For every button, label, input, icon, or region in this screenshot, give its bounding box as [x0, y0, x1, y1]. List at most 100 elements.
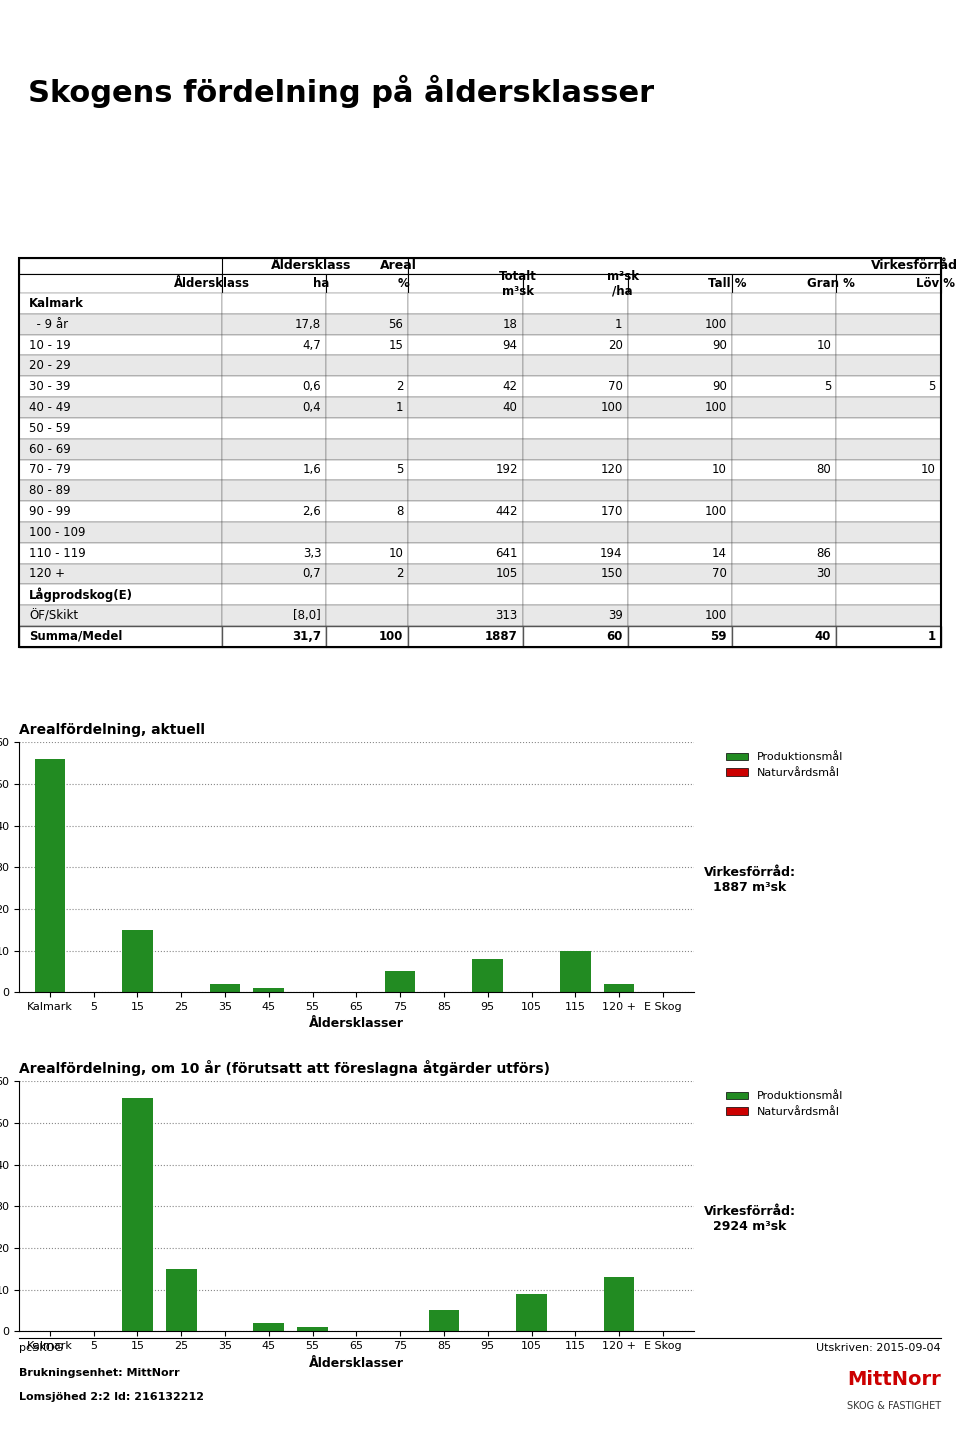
- Text: 40: 40: [503, 401, 517, 414]
- Bar: [326, 480, 408, 501]
- Bar: [408, 396, 523, 418]
- Bar: [560, 951, 590, 993]
- Text: Virkesförråd:
1887 m³sk: Virkesförråd: 1887 m³sk: [704, 865, 796, 894]
- Text: 1: 1: [615, 318, 623, 331]
- Text: 1,6: 1,6: [302, 463, 322, 476]
- Bar: [19, 585, 222, 605]
- Text: Åldersklass: Åldersklass: [271, 259, 351, 272]
- Bar: [732, 627, 836, 647]
- Bar: [19, 258, 326, 275]
- Bar: [836, 418, 941, 438]
- Text: 86: 86: [816, 547, 831, 560]
- Bar: [222, 522, 326, 543]
- Bar: [628, 627, 732, 647]
- Text: 2: 2: [396, 381, 403, 394]
- Text: 110 - 119: 110 - 119: [30, 547, 86, 560]
- Text: 20: 20: [608, 339, 623, 352]
- Bar: [19, 460, 222, 480]
- Bar: [628, 314, 732, 334]
- Text: 59: 59: [710, 629, 727, 642]
- Bar: [122, 1098, 153, 1331]
- Bar: [628, 396, 732, 418]
- Text: Tall %: Tall %: [708, 276, 746, 289]
- Bar: [408, 522, 523, 543]
- Text: - 9 år: - 9 år: [30, 318, 68, 331]
- Bar: [326, 334, 408, 356]
- Bar: [222, 585, 326, 605]
- Bar: [732, 460, 836, 480]
- Text: Areal: Areal: [380, 259, 417, 272]
- Bar: [326, 314, 408, 334]
- X-axis label: Åldersklasser: Åldersklasser: [309, 1356, 404, 1369]
- Bar: [836, 292, 941, 314]
- Bar: [222, 563, 326, 585]
- Text: Skogens fördelning på åldersklasser: Skogens fördelning på åldersklasser: [29, 75, 655, 107]
- Text: 5: 5: [928, 381, 936, 394]
- Text: ÖF/Skikt: ÖF/Skikt: [30, 609, 79, 622]
- Bar: [222, 438, 326, 460]
- Bar: [732, 605, 836, 627]
- Text: 42: 42: [503, 381, 517, 394]
- Text: %: %: [397, 276, 409, 289]
- Bar: [326, 275, 408, 292]
- Text: 100: 100: [705, 318, 727, 331]
- Bar: [836, 396, 941, 418]
- Text: 150: 150: [600, 567, 623, 580]
- Bar: [326, 418, 408, 438]
- Bar: [19, 314, 222, 334]
- Bar: [19, 292, 222, 314]
- Text: ha: ha: [313, 276, 329, 289]
- Legend: Produktionsmål, Naturvårdsmål: Produktionsmål, Naturvårdsmål: [722, 748, 848, 783]
- Text: Löv %: Löv %: [916, 276, 955, 289]
- Bar: [628, 334, 732, 356]
- Bar: [222, 396, 326, 418]
- Bar: [326, 627, 408, 647]
- Text: 192: 192: [495, 463, 517, 476]
- Bar: [222, 605, 326, 627]
- Bar: [732, 356, 836, 376]
- Bar: [628, 356, 732, 376]
- Text: 90: 90: [712, 339, 727, 352]
- Bar: [326, 543, 408, 563]
- Text: 90: 90: [712, 381, 727, 394]
- Bar: [836, 438, 941, 460]
- Bar: [836, 356, 941, 376]
- Text: 60: 60: [606, 629, 623, 642]
- Text: 5: 5: [396, 463, 403, 476]
- Text: SKOG & FASTIGHET: SKOG & FASTIGHET: [847, 1401, 941, 1411]
- Bar: [836, 275, 941, 292]
- Bar: [408, 356, 523, 376]
- Bar: [19, 438, 222, 460]
- Bar: [408, 334, 523, 356]
- Bar: [628, 563, 732, 585]
- Bar: [523, 275, 628, 292]
- Text: 442: 442: [495, 505, 517, 518]
- Text: 15: 15: [389, 339, 403, 352]
- Bar: [628, 438, 732, 460]
- Bar: [523, 396, 628, 418]
- Bar: [326, 292, 408, 314]
- Bar: [628, 522, 732, 543]
- Text: Åldersklass: Åldersklass: [174, 276, 250, 289]
- Bar: [222, 627, 326, 647]
- Bar: [732, 438, 836, 460]
- Bar: [732, 314, 836, 334]
- Bar: [326, 522, 408, 543]
- Bar: [408, 292, 523, 314]
- Text: 20 - 29: 20 - 29: [30, 359, 71, 372]
- Text: 0,7: 0,7: [302, 567, 322, 580]
- Bar: [516, 1294, 547, 1331]
- Bar: [628, 480, 732, 501]
- Text: Arealfördelning, aktuell: Arealfördelning, aktuell: [19, 724, 205, 737]
- Bar: [19, 627, 222, 647]
- Text: 17,8: 17,8: [295, 318, 322, 331]
- Bar: [19, 522, 222, 543]
- Bar: [628, 275, 732, 292]
- Text: Kalmark: Kalmark: [30, 297, 84, 310]
- Text: 1: 1: [927, 629, 936, 642]
- Bar: [408, 480, 523, 501]
- Bar: [523, 460, 628, 480]
- Bar: [19, 501, 222, 522]
- Text: Totalt
m³sk: Totalt m³sk: [499, 269, 537, 298]
- Text: 100: 100: [379, 629, 403, 642]
